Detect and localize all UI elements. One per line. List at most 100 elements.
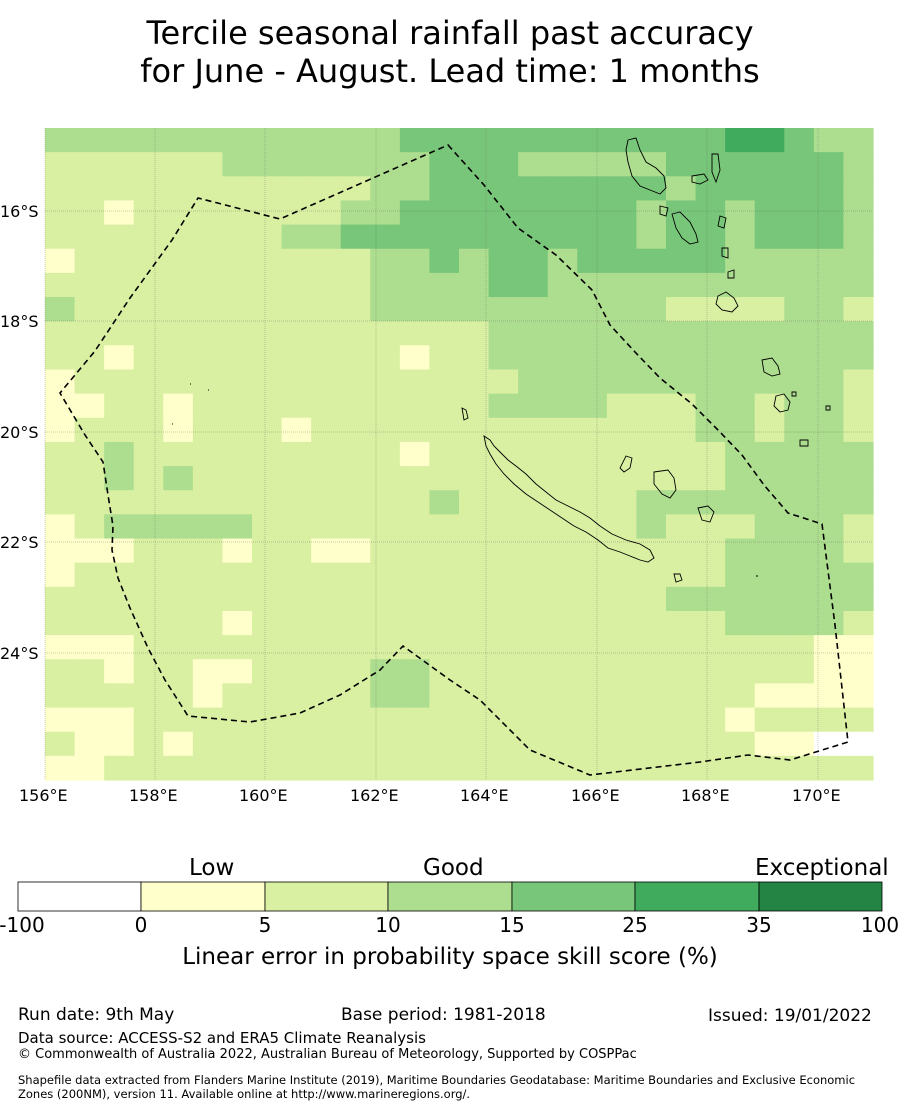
skill-grid-cell <box>429 466 460 491</box>
skill-grid-cell <box>784 490 815 515</box>
skill-grid-cell <box>754 369 785 395</box>
skill-grid-cell <box>636 683 667 709</box>
skill-grid-cell <box>192 128 224 153</box>
skill-grid-cell <box>636 707 667 733</box>
skill-grid-cell <box>695 272 726 298</box>
skill-grid-cell <box>488 297 519 322</box>
skill-grid-cell <box>459 635 490 660</box>
skill-grid-cell <box>163 610 194 636</box>
skill-grid-cell <box>547 731 578 757</box>
skill-grid-cell <box>74 176 105 202</box>
skill-grid-cell <box>370 248 401 274</box>
skill-grid-cell <box>340 466 371 491</box>
skill-grid-cell <box>370 562 401 588</box>
skill-grid-cell <box>104 248 135 274</box>
skill-grid-cell <box>666 707 697 733</box>
skill-grid-cell <box>45 731 76 757</box>
skill-grid-cell <box>725 490 756 515</box>
skill-grid-cell <box>606 128 638 153</box>
skill-grid-cell <box>577 466 608 491</box>
skill-grid-cell <box>843 514 874 540</box>
skill-grid-cell <box>340 755 371 781</box>
skill-grid-cell <box>252 586 283 612</box>
skill-grid-cell <box>488 441 519 467</box>
skill-grid-cell <box>163 272 194 298</box>
skill-grid-cell <box>222 707 253 733</box>
skill-grid-cell <box>577 538 608 564</box>
skill-grid-cell <box>725 755 756 781</box>
skill-grid-cell <box>488 610 519 636</box>
skill-grid-cell <box>163 393 194 419</box>
skill-grid-cell <box>429 514 460 540</box>
skill-grid-cell <box>784 610 815 636</box>
skill-grid-cell <box>666 659 697 685</box>
skill-grid-cell <box>133 297 164 322</box>
skill-grid-cell <box>725 707 756 733</box>
skill-grid-cell <box>606 393 638 419</box>
skill-grid-cell <box>163 562 194 588</box>
skill-grid-cell <box>340 417 371 443</box>
skill-grid-cell <box>74 562 105 588</box>
skill-grid-cell <box>784 272 815 298</box>
skill-grid-cell <box>370 707 401 733</box>
skill-grid-cell <box>163 369 194 395</box>
new-caledonia-coastline <box>483 435 655 563</box>
skill-grid-cell <box>74 321 105 346</box>
skill-grid-cell <box>695 417 726 443</box>
skill-grid-cell <box>725 393 756 419</box>
skill-grid-cell <box>252 514 283 540</box>
skill-grid-cell <box>222 248 253 274</box>
skill-grid-cell <box>518 248 549 274</box>
skill-grid-cell <box>577 128 608 153</box>
skill-grid-cell <box>74 755 105 781</box>
skill-grid-cell <box>813 586 845 612</box>
skill-grid-cell <box>133 321 164 346</box>
skill-grid-cell <box>695 369 726 395</box>
skill-grid-cell <box>843 393 874 419</box>
skill-grid-cell <box>518 152 549 177</box>
skill-grid-cell <box>843 345 874 371</box>
skill-grid-cell <box>547 272 578 298</box>
skill-grid-cell <box>340 514 371 540</box>
skill-grid-cell <box>488 393 519 419</box>
skill-grid-cell <box>429 248 460 274</box>
skill-grid-cell <box>843 441 874 467</box>
skill-grid-cell <box>754 297 785 322</box>
skill-grid-cell <box>370 683 401 709</box>
skill-grid-cell <box>459 369 490 395</box>
skill-grid-cell <box>133 610 164 636</box>
skill-grid-cell <box>192 755 224 781</box>
skill-grid-cell <box>547 562 578 588</box>
skill-grid-cell <box>784 659 815 685</box>
skill-grid-cell <box>311 176 342 202</box>
skill-grid-cell <box>429 731 460 757</box>
skill-grid-cell <box>784 128 815 153</box>
skill-grid-cell <box>45 345 76 371</box>
skill-grid-cell <box>399 393 431 419</box>
skill-grid-cell <box>370 731 401 757</box>
skill-grid-cell <box>547 152 578 177</box>
skill-grid-cell <box>163 152 194 177</box>
skill-grid-cell <box>843 321 874 346</box>
skill-grid-cell <box>281 272 312 298</box>
skill-grid-cell <box>45 393 76 419</box>
skill-grid-cell <box>74 490 105 515</box>
skill-grid-cell <box>518 538 549 564</box>
skill-grid-cell <box>666 345 697 371</box>
skill-grid-cell <box>488 417 519 443</box>
skill-grid-cell <box>784 635 815 660</box>
skill-grid-cell <box>370 345 401 371</box>
skill-grid-cell <box>429 297 460 322</box>
skill-grid-cell <box>222 755 253 781</box>
skill-grid-cell <box>311 538 342 564</box>
skill-grid-cell <box>843 755 874 781</box>
skill-grid-cell <box>725 128 756 153</box>
skill-grid-cell <box>222 224 253 250</box>
skill-grid-cell <box>163 128 194 153</box>
skill-grid-cell <box>45 659 76 685</box>
skill-grid-cell <box>666 248 697 274</box>
skill-grid-cell <box>459 586 490 612</box>
skill-grid-cell <box>311 441 342 467</box>
skill-grid-cell <box>459 707 490 733</box>
